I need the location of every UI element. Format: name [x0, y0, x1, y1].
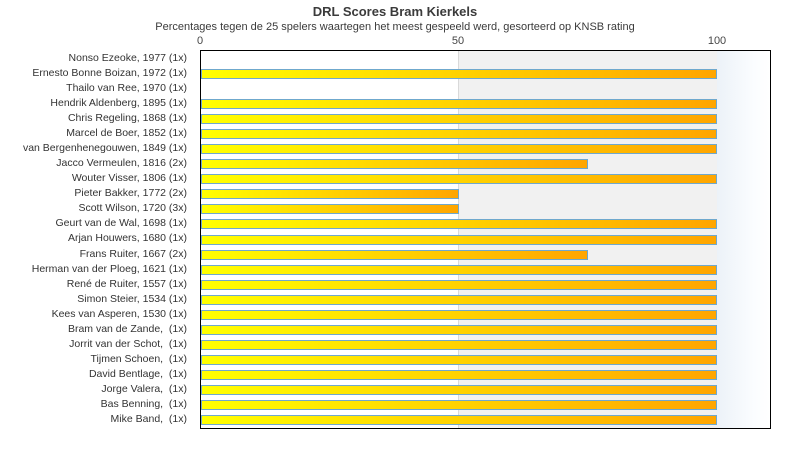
x-axis-tick-50: 50 — [451, 35, 465, 47]
x-axis-tick-100: 100 — [707, 35, 727, 47]
x-axis-tick-0: 0 — [196, 35, 204, 47]
score-bar — [201, 249, 588, 260]
row-label: David Bentlage, (1x) — [88, 368, 187, 381]
row-label: Arjan Houwers, 1680 (1x) — [67, 232, 187, 245]
score-bar — [201, 159, 588, 170]
chart-title: DRL Scores Bram Kierkels — [312, 4, 478, 19]
row-label: Simon Steier, 1534 (1x) — [77, 292, 187, 305]
score-bar — [201, 219, 717, 230]
score-bar — [201, 415, 717, 426]
row-label: Jorge Valera, (1x) — [101, 383, 187, 396]
score-bar — [201, 264, 717, 275]
score-bar — [201, 113, 717, 124]
row-label: Mike Band, (1x) — [110, 413, 187, 426]
row-label: Ernesto Bonne Boizan, 1972 (1x) — [32, 66, 187, 79]
row-label: Nonso Ezeoke, 1977 (1x) — [68, 51, 187, 64]
row-label: Jacco Vermeulen, 1816 (2x) — [56, 157, 187, 170]
score-bar — [201, 355, 717, 366]
row-label: Geurt van de Wal, 1698 (1x) — [55, 217, 187, 230]
score-bar — [201, 68, 717, 79]
score-bar — [201, 174, 717, 185]
score-bar — [201, 309, 717, 320]
row-label: Scott Wilson, 1720 (3x) — [78, 202, 187, 215]
row-label: Wouter Visser, 1806 (1x) — [71, 172, 187, 185]
row-label: Bas Benning, (1x) — [100, 398, 187, 411]
row-label: Bram van de Zande, (1x) — [67, 322, 187, 335]
row-label: Chris Regeling, 1868 (1x) — [67, 111, 187, 124]
row-label: Kees van Asperen, 1530 (1x) — [51, 307, 187, 320]
score-bar — [201, 98, 717, 109]
y-axis-labels: Nonso Ezeoke, 1977 (1x) Ernesto Bonne Boi… — [0, 50, 194, 427]
right-margin-band — [717, 51, 770, 428]
score-bar — [201, 234, 717, 245]
row-label: Hendrik Aldenberg, 1895 (1x) — [50, 96, 187, 109]
score-bar — [201, 400, 717, 411]
score-bar — [201, 128, 717, 139]
row-label: René de Ruiter, 1557 (1x) — [66, 277, 187, 290]
row-label: Pieter Bakker, 1772 (2x) — [74, 187, 187, 200]
chart-subtitle: Percentages tegen de 25 spelers waartege… — [155, 21, 635, 33]
score-bar — [201, 144, 717, 155]
row-label: van Bergenhenegouwen, 1849 (1x) — [22, 142, 187, 154]
score-bar — [201, 294, 717, 305]
row-label: Thailo van Ree, 1970 (1x) — [66, 81, 187, 94]
plot-area — [200, 50, 771, 429]
score-bar — [201, 370, 717, 381]
score-bar — [201, 204, 459, 215]
score-bar — [201, 385, 717, 396]
row-label: Marcel de Boer, 1852 (1x) — [66, 126, 187, 139]
score-bar — [201, 340, 717, 351]
score-bar — [201, 189, 459, 200]
row-label: Frans Ruiter, 1667 (2x) — [79, 247, 187, 260]
row-label: Tijmen Schoen, (1x) — [90, 353, 187, 366]
score-bar — [201, 279, 717, 290]
row-label: Jorrit van der Schot, (1x) — [69, 338, 187, 351]
row-label: Herman van der Ploeg, 1621 (1x) — [31, 262, 187, 275]
score-bar — [201, 324, 717, 335]
